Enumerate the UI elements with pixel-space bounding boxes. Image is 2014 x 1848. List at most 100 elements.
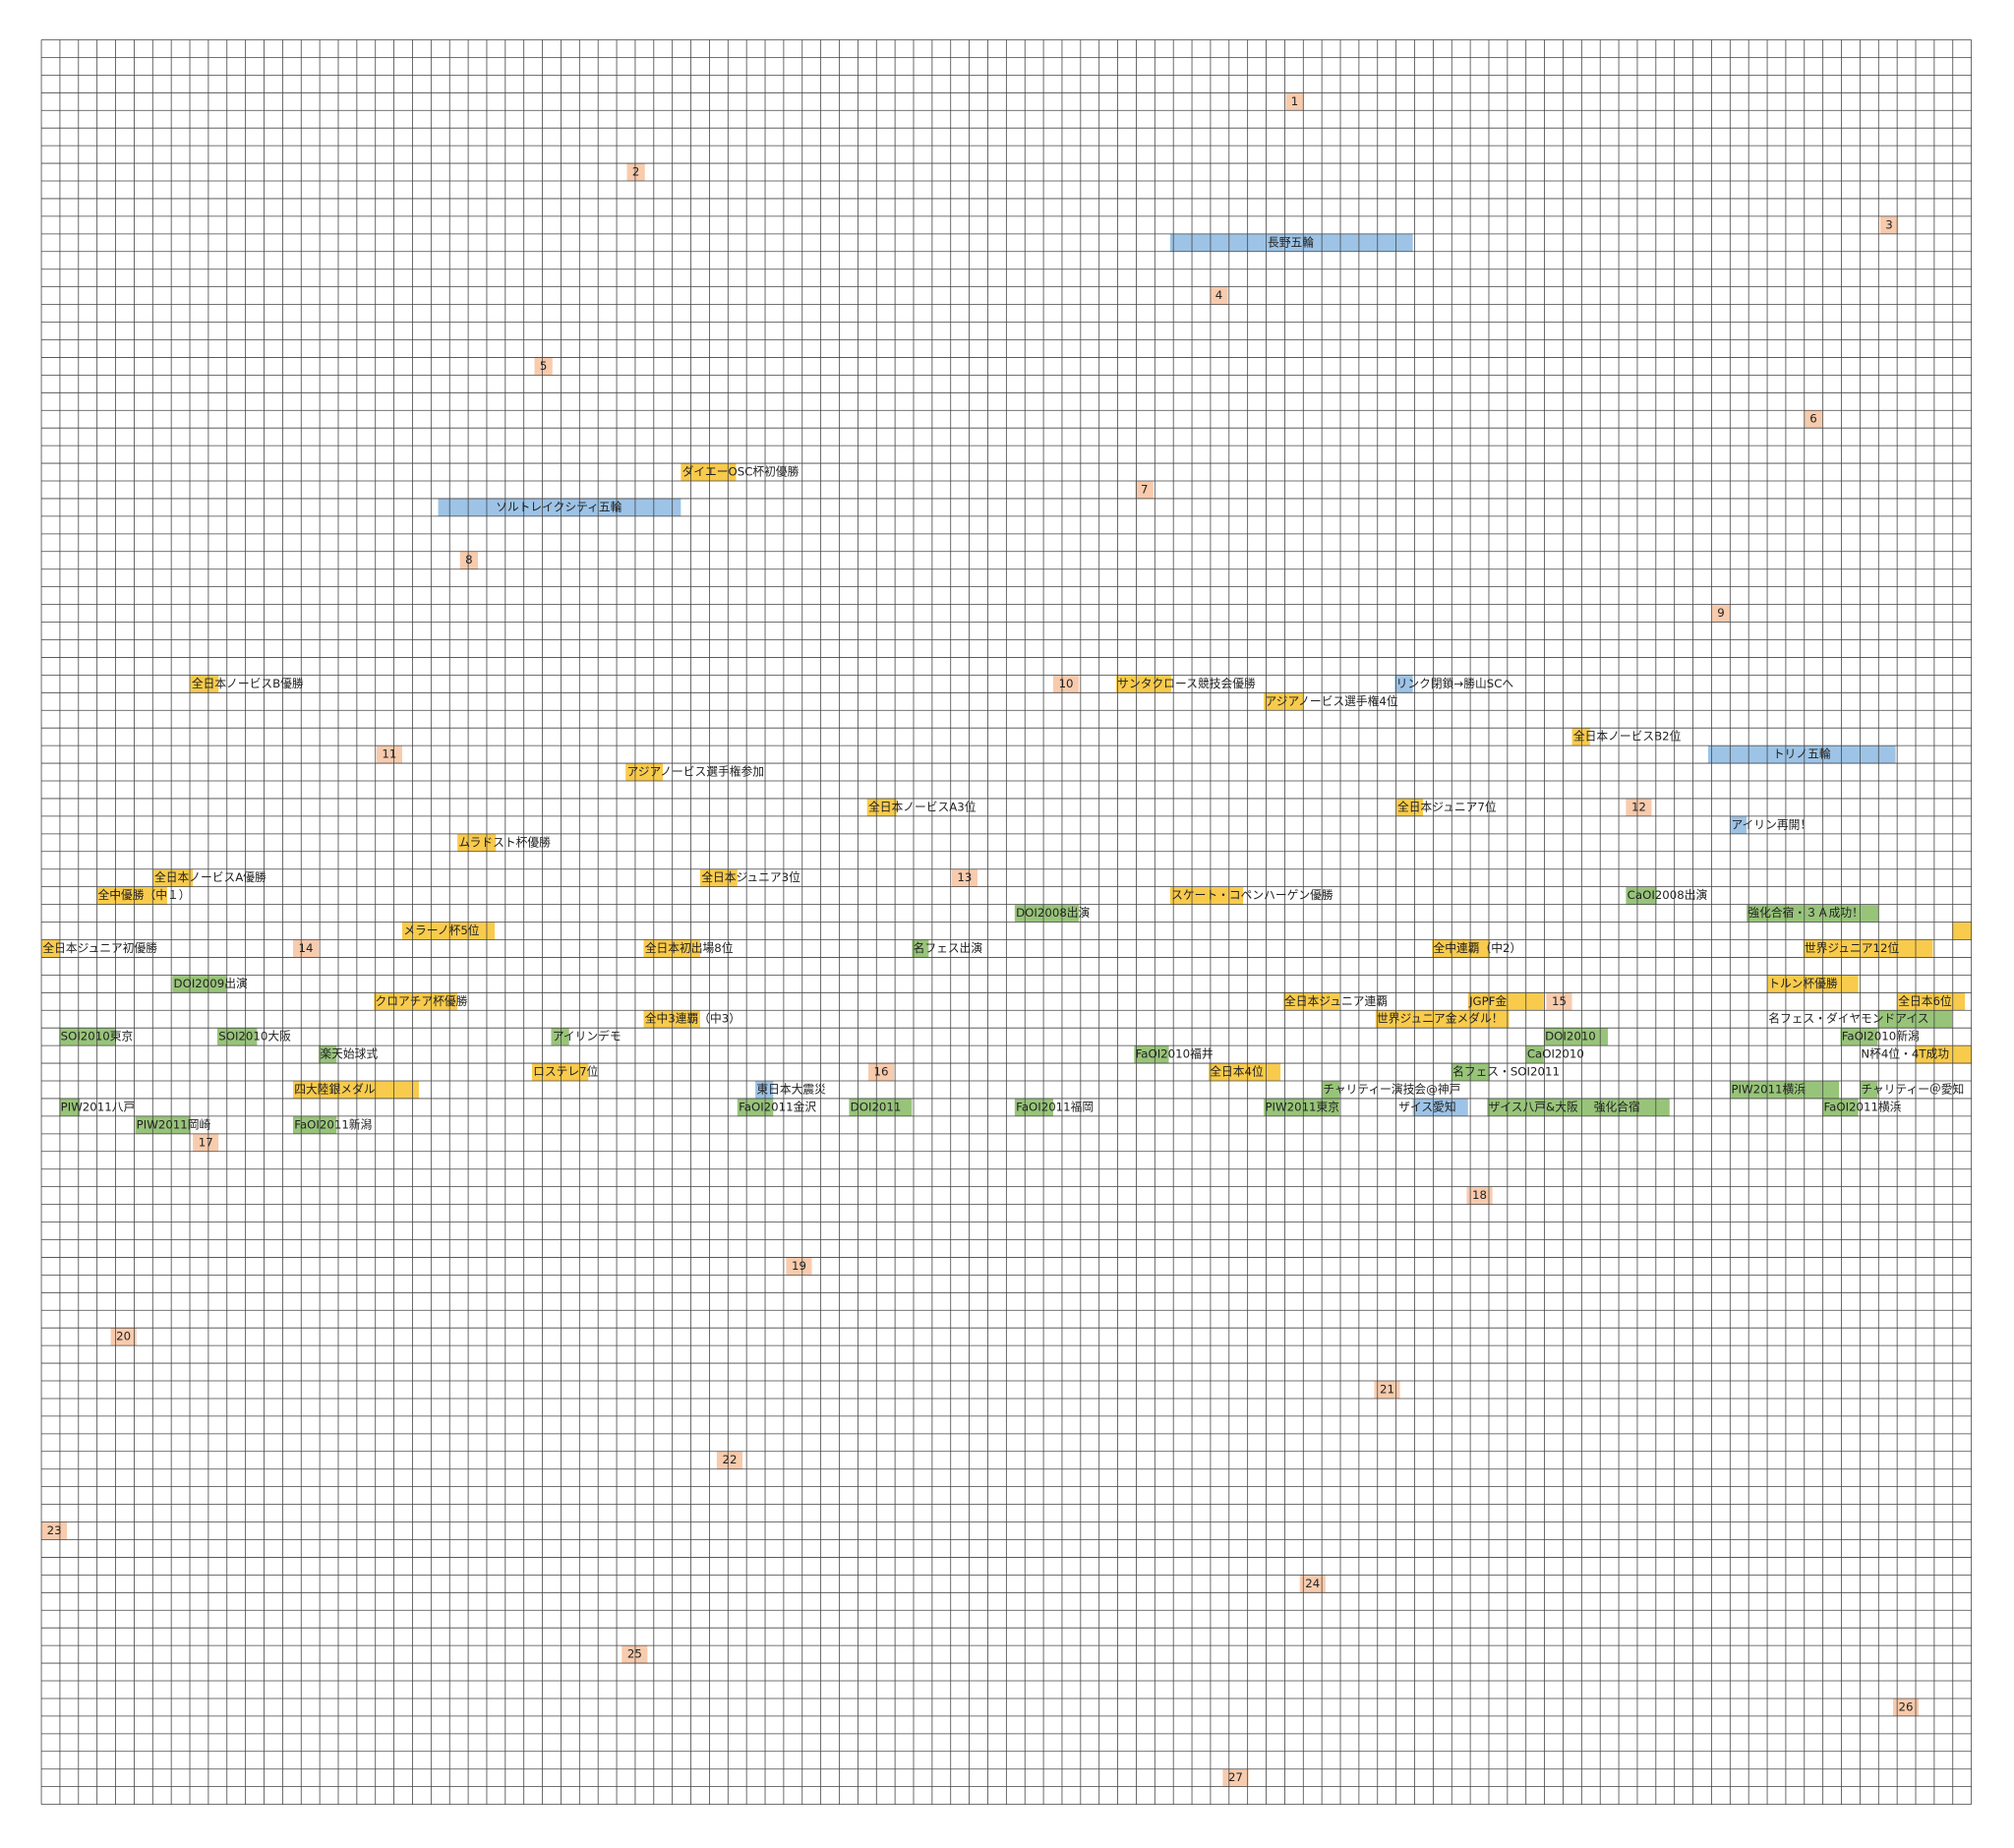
row-marker: 5: [540, 359, 547, 373]
event-label: DOI2008出演: [1016, 906, 1090, 920]
event-label: 全日本6位: [1898, 994, 1952, 1008]
event-label: リンク閉鎖→勝山SCへ: [1396, 677, 1514, 690]
event-highlight: [1767, 975, 1859, 993]
event-label: 名フェス・SOI2011: [1452, 1065, 1560, 1079]
event-label: 全中連覇（中2）: [1434, 941, 1522, 955]
event-label: PIW2011八戸: [61, 1100, 136, 1113]
row-marker: 22: [722, 1453, 737, 1466]
event-label: 全日本ノービスB2位: [1573, 730, 1682, 744]
row-marker-cell: [1210, 286, 1228, 305]
event-label: 全日本ジュニア連覇: [1284, 994, 1388, 1008]
row-marker-cell: [1466, 1186, 1493, 1205]
event-highlight: [1209, 1063, 1281, 1082]
event-label: トリノ五輪: [1773, 747, 1831, 761]
event-label: CaOI2010: [1527, 1047, 1584, 1061]
row-marker: 1: [1291, 94, 1298, 108]
event-highlight: [292, 1081, 419, 1099]
event-highlight: [401, 922, 495, 940]
row-marker-cell: [1135, 481, 1154, 499]
row-marker: 23: [47, 1523, 62, 1537]
event-highlight: [1730, 1081, 1840, 1099]
event-label: 世界ジュニア金メダル！: [1377, 1012, 1503, 1026]
event-label: チャリティー＠愛知: [1861, 1082, 1964, 1096]
event-highlight: [1264, 692, 1304, 711]
event-label: DOI2010: [1545, 1030, 1596, 1043]
row-marker: 2: [632, 165, 639, 179]
event-label: SOI2010大阪: [218, 1030, 291, 1043]
event-label: 全日本ノービスA優勝: [154, 870, 267, 884]
event-label: SOI2010東京: [61, 1030, 134, 1043]
event-highlight: [1432, 939, 1490, 958]
event-highlight: [1747, 904, 1879, 923]
event-highlight: [1282, 992, 1340, 1011]
event-label: ダイエーOSC杯初優勝: [682, 465, 800, 479]
event-label: 全日本4位: [1210, 1065, 1264, 1079]
row-marker: 9: [1717, 606, 1724, 620]
event-label: DOI2009出演: [174, 977, 248, 990]
row-marker-cell: [626, 163, 645, 182]
row-marker-cell: [867, 1063, 895, 1082]
event-highlight: [292, 1115, 337, 1134]
row-marker-cell: [1626, 798, 1652, 816]
row-marker-cell: [459, 551, 479, 569]
event-highlight: [96, 886, 168, 905]
row-marker: 26: [1899, 1699, 1914, 1713]
row-marker-cell: [1804, 410, 1823, 429]
event-highlight: [1803, 939, 1933, 958]
event-label: 全日本ジュニア初優勝: [42, 941, 157, 955]
event-label: FaOI2011金沢: [739, 1100, 816, 1113]
row-marker-cell: [193, 1133, 219, 1152]
event-label: 全日本ジュニア7位: [1397, 800, 1497, 813]
event-highlight: [849, 1098, 913, 1116]
event-highlight: [1169, 886, 1244, 905]
event-highlight: [1896, 992, 1966, 1011]
row-marker-cell: [1285, 92, 1304, 111]
event-highlight: [1525, 1045, 1544, 1064]
event-highlight: [551, 1028, 569, 1046]
row-marker-cell: [1053, 675, 1080, 693]
event-label: 全日本ノービスB優勝: [192, 677, 304, 690]
event-label: チャリティー演技会@神戸: [1323, 1082, 1460, 1096]
row-marker: 4: [1215, 288, 1222, 302]
event-highlight: [1860, 1081, 1878, 1099]
event-label: 長野五輪: [1268, 235, 1314, 249]
event-highlight: [319, 1045, 337, 1064]
event-highlight: [172, 975, 227, 993]
event-highlight: [1626, 886, 1657, 905]
row-marker: 7: [1141, 482, 1148, 496]
event-label: PIW2011岡崎: [137, 1117, 211, 1131]
row-marker-cell: [1374, 1381, 1400, 1399]
row-marker-cell: [786, 1257, 812, 1276]
event-highlight: [1571, 728, 1590, 746]
row-marker: 13: [957, 870, 972, 884]
row-marker-cell: [951, 868, 977, 887]
event-highlight: [531, 1063, 589, 1082]
event-highlight: [1915, 1045, 1972, 1064]
row-marker-cell: [1879, 215, 1899, 234]
event-highlight: [152, 868, 194, 887]
event-label: クロアチア杯優勝: [376, 994, 468, 1008]
event-label: 全日本ノービスA3位: [868, 800, 977, 813]
event-label: アイリン再開！: [1731, 817, 1811, 831]
event-label: FaOI2011福岡: [1016, 1100, 1094, 1113]
event-label: 名フェス・ダイヤモンドアイス: [1768, 1012, 1928, 1026]
row-marker-cell: [1546, 992, 1572, 1011]
event-label: 東日本大震災: [756, 1082, 826, 1096]
row-marker-cell: [41, 1521, 68, 1540]
row-marker: 17: [199, 1135, 213, 1149]
event-highlight: [643, 1010, 700, 1029]
event-label: 強化合宿: [1594, 1100, 1640, 1113]
event-highlight: [1412, 1098, 1468, 1116]
row-marker: 10: [1059, 677, 1074, 690]
event-highlight: [912, 939, 929, 958]
event-label: FaOI2011横浜: [1823, 1100, 1901, 1113]
row-marker-cell: [1299, 1575, 1326, 1593]
event-label: FaOI2010新潟: [1842, 1030, 1920, 1043]
event-label: PIW2011東京: [1265, 1100, 1339, 1113]
row-marker: 15: [1552, 994, 1567, 1008]
event-highlight: [755, 1081, 774, 1099]
event-highlight: [1467, 992, 1544, 1011]
event-highlight: [1321, 1081, 1340, 1099]
row-marker: 6: [1809, 412, 1816, 426]
